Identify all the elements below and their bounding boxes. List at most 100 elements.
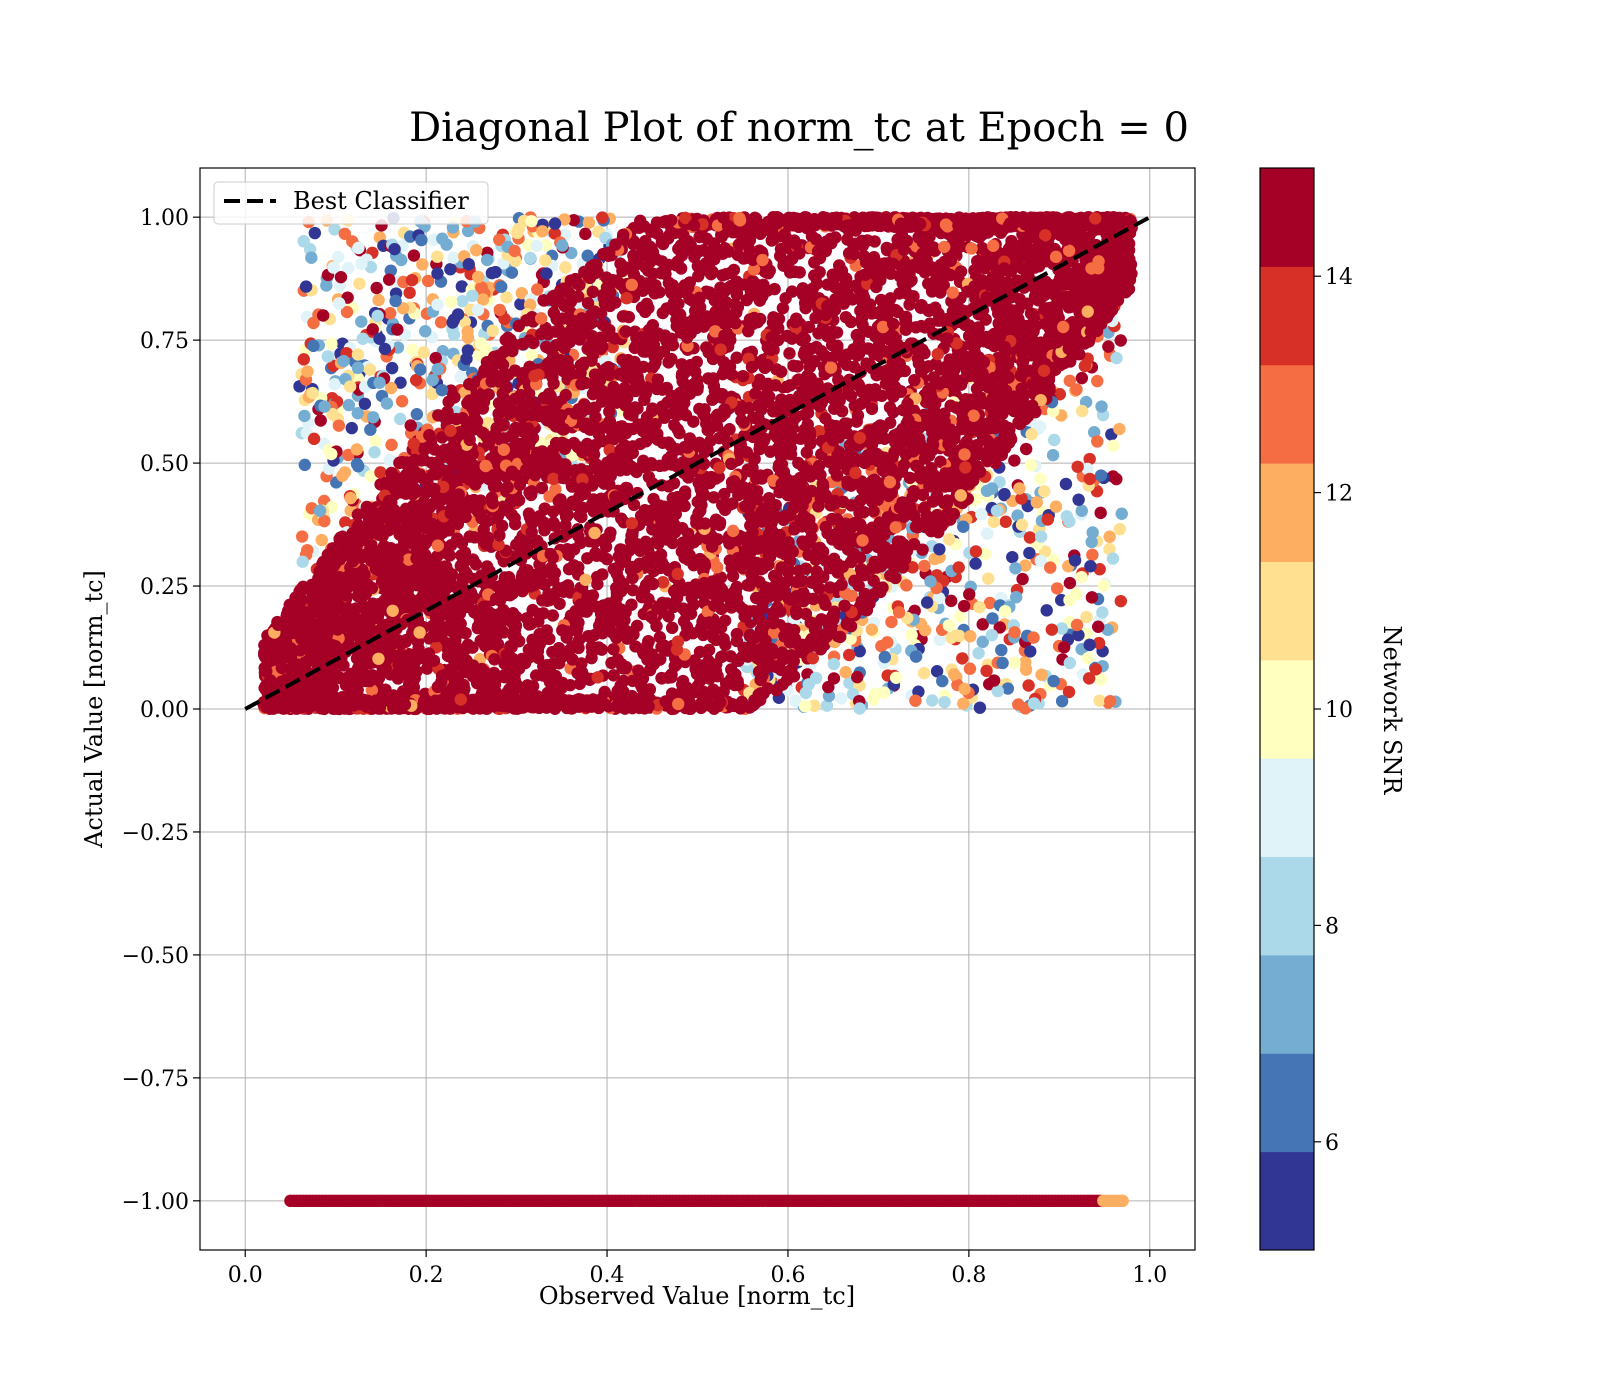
data-point <box>350 443 364 456</box>
data-point <box>296 555 309 568</box>
data-point <box>953 610 967 623</box>
data-point <box>1080 610 1093 624</box>
data-point <box>931 347 944 361</box>
data-point <box>540 267 553 280</box>
data-point <box>925 694 939 707</box>
data-point <box>1103 530 1116 543</box>
data-point <box>944 594 958 608</box>
data-point <box>295 530 309 543</box>
data-point <box>581 249 594 262</box>
data-point <box>1068 554 1082 567</box>
data-point <box>976 618 989 631</box>
data-point <box>301 365 314 378</box>
data-point <box>447 313 461 326</box>
data-point <box>1009 562 1022 575</box>
data-point <box>1006 550 1019 564</box>
data-point <box>431 298 444 311</box>
data-point <box>314 414 327 427</box>
data-point <box>369 435 382 448</box>
data-point <box>998 487 1011 501</box>
data-point <box>336 469 349 482</box>
data-point <box>395 395 409 408</box>
scatter-points <box>257 210 1138 1208</box>
data-point <box>307 339 320 353</box>
data-point <box>1063 576 1077 590</box>
data-point <box>1110 351 1123 365</box>
data-point <box>307 432 321 446</box>
data-point <box>298 458 311 472</box>
data-point <box>776 678 789 691</box>
data-point <box>755 472 769 485</box>
data-point <box>1019 663 1033 676</box>
data-point <box>853 645 866 658</box>
data-point <box>917 666 931 680</box>
data-point <box>900 579 913 592</box>
data-point <box>332 419 346 432</box>
data-point <box>1015 518 1029 531</box>
data-point <box>341 261 355 275</box>
data-point <box>426 373 439 387</box>
data-point <box>421 274 435 288</box>
data-point <box>1092 636 1106 650</box>
data-point <box>1075 371 1089 385</box>
data-point <box>371 309 384 323</box>
data-point <box>1047 433 1061 447</box>
data-point <box>938 695 951 709</box>
data-point <box>416 258 429 271</box>
data-point <box>493 233 506 246</box>
data-point <box>462 258 475 271</box>
data-point <box>885 615 898 629</box>
data-point <box>979 547 992 561</box>
data-point <box>539 254 552 267</box>
data-point <box>1083 472 1096 486</box>
data-point <box>1115 507 1128 520</box>
data-point <box>556 239 569 252</box>
data-point <box>1013 482 1026 495</box>
data-point <box>405 273 419 287</box>
data-point <box>583 341 596 354</box>
data-point <box>523 298 537 312</box>
data-point <box>410 408 424 421</box>
data-point <box>1040 604 1053 617</box>
data-point <box>1030 496 1044 509</box>
data-point <box>1113 422 1126 436</box>
data-point <box>1008 656 1021 669</box>
data-point <box>1027 697 1041 710</box>
data-point <box>906 561 919 574</box>
data-point <box>395 253 408 267</box>
data-point <box>356 332 370 345</box>
data-point <box>364 470 377 483</box>
data-point <box>337 354 350 368</box>
data-point <box>933 543 946 556</box>
data-point <box>1009 591 1023 604</box>
data-point <box>431 267 444 280</box>
data-point <box>1063 593 1076 607</box>
data-point <box>332 297 346 310</box>
data-point <box>1070 383 1083 396</box>
data-point <box>827 672 841 685</box>
data-point <box>1023 531 1037 544</box>
data-point <box>342 398 356 412</box>
data-point <box>406 343 419 357</box>
data-point <box>372 293 385 307</box>
data-point <box>316 309 330 322</box>
data-point <box>1012 698 1025 711</box>
data-point <box>918 559 931 573</box>
data-point <box>297 353 310 366</box>
data-point <box>982 572 995 585</box>
data-point <box>1034 530 1048 543</box>
data-point <box>1091 435 1104 448</box>
data-point <box>998 604 1012 618</box>
data-point <box>822 689 836 703</box>
data-point <box>298 409 311 423</box>
data-point <box>1053 388 1067 401</box>
data-point <box>774 242 788 256</box>
data-point <box>525 348 538 362</box>
data-point <box>429 351 442 365</box>
data-point <box>1011 509 1024 522</box>
data-point <box>991 684 1004 698</box>
data-point <box>1034 554 1048 568</box>
data-point <box>355 257 368 270</box>
data-point <box>1062 685 1076 699</box>
data-point <box>332 250 345 264</box>
